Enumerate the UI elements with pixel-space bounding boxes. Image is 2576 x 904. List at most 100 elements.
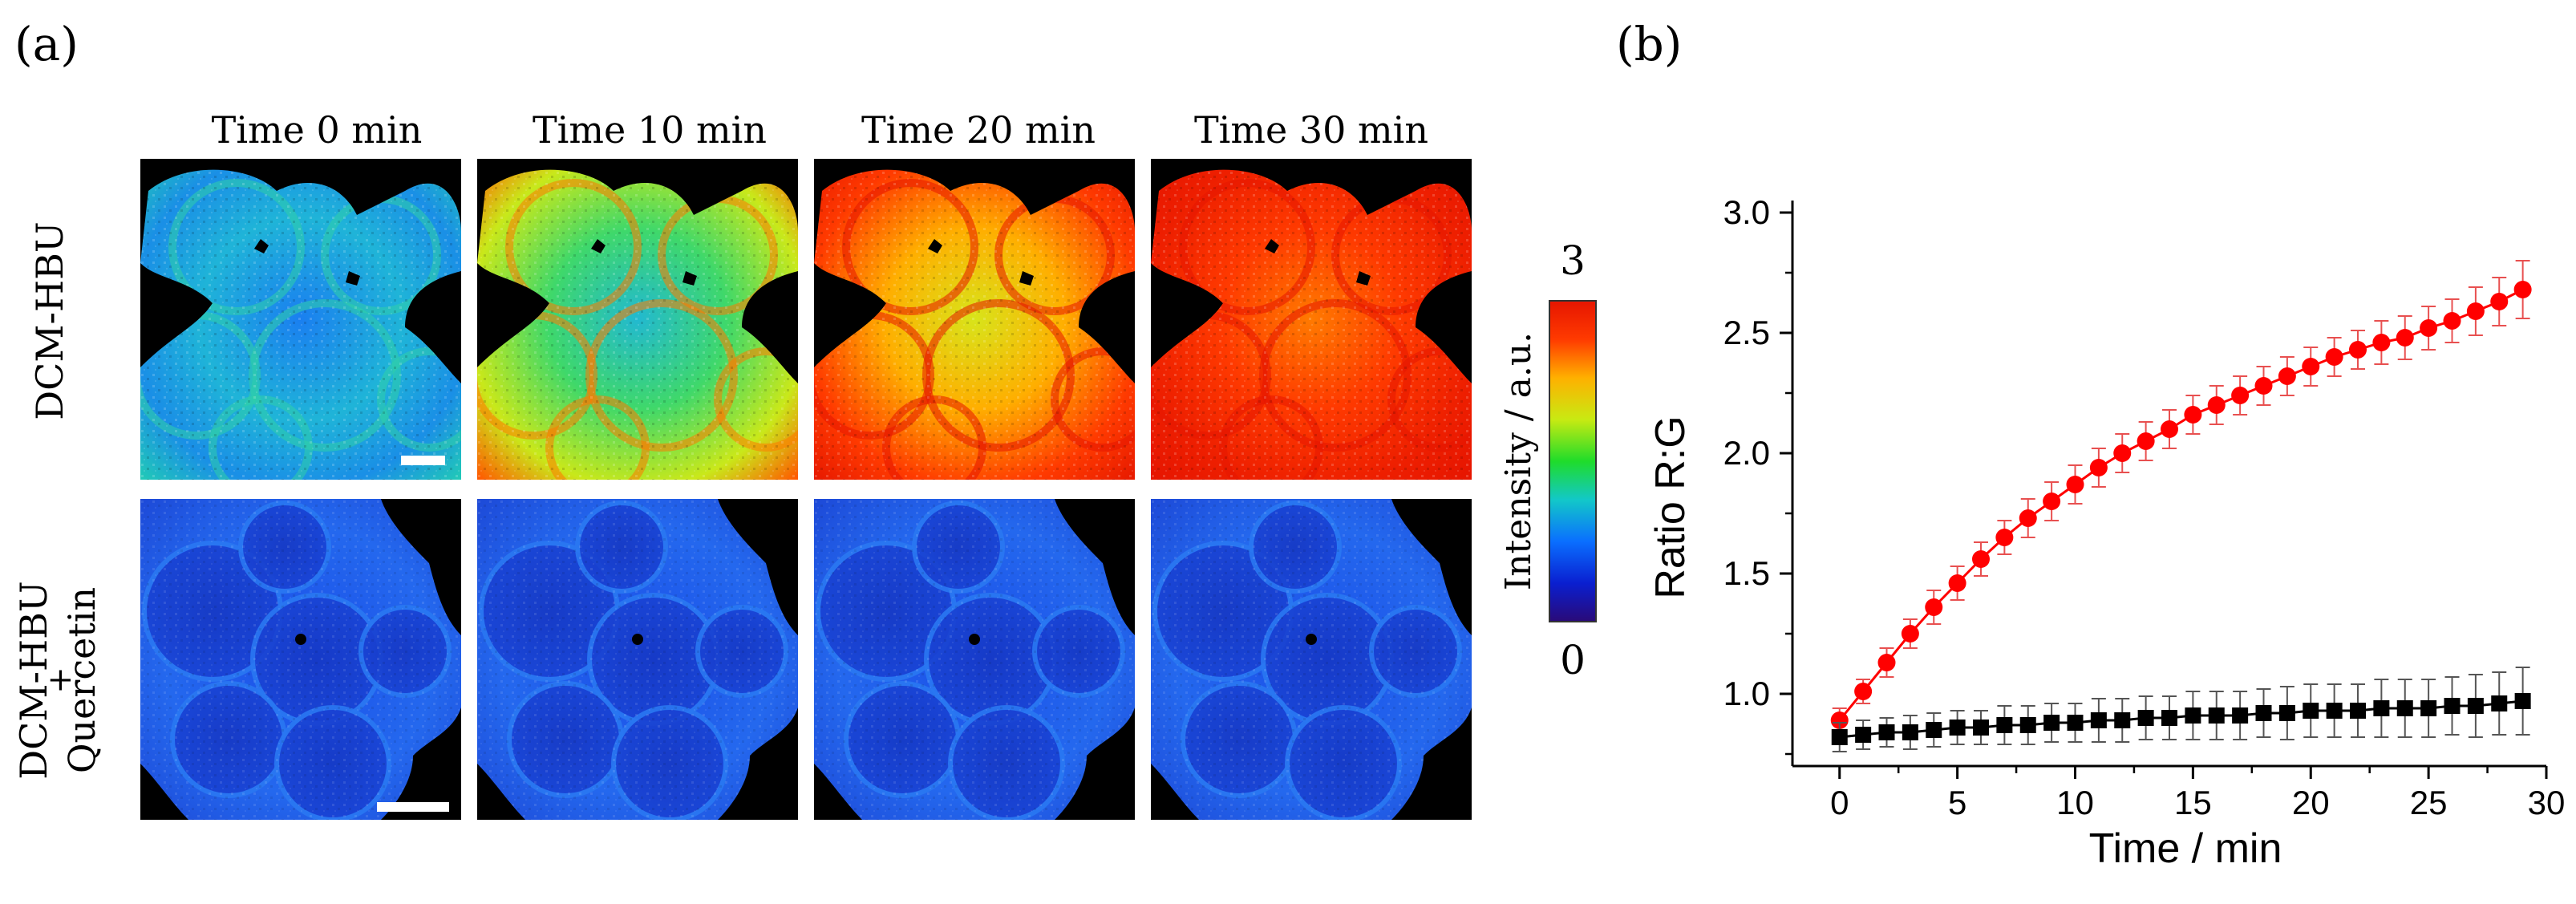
data-point — [2043, 715, 2060, 731]
data-point — [2090, 712, 2107, 728]
data-point — [2513, 281, 2532, 298]
scale-bar — [377, 802, 449, 812]
data-point — [2326, 703, 2343, 719]
image-tile-dcm-hbu-0 — [140, 159, 461, 480]
microscopy-grid — [140, 159, 1472, 820]
data-point — [2207, 396, 2226, 414]
data-point — [2067, 715, 2084, 731]
row-label-dcm-hbu-quercetin-line1: DCM-HBU — [12, 581, 55, 779]
x-tick-label: 15 — [2174, 784, 2212, 821]
y-axis-label: Ratio R:G — [1647, 416, 1694, 598]
time-label-0: Time 0 min — [212, 108, 423, 152]
image-tile-quercetin-1 — [477, 499, 798, 820]
data-point — [2066, 476, 2084, 493]
scale-bar — [401, 456, 445, 465]
ratio-chart: 0 5 10 15 20 25 30 1.0 1.5 2.0 2.5 3.0 Time / min Rat… — [1647, 193, 2565, 872]
image-tile-dcm-hbu-1 — [477, 159, 798, 480]
data-point — [2514, 693, 2531, 709]
data-point — [2043, 493, 2061, 510]
data-point — [2420, 319, 2438, 337]
data-point — [2255, 705, 2272, 721]
data-point — [1855, 727, 1872, 743]
series-square — [1831, 667, 2531, 752]
image-tile-dcm-hbu-2 — [814, 159, 1135, 480]
data-point — [2019, 717, 2036, 733]
y-tick-label: 1.0 — [1723, 675, 1770, 712]
data-point — [2491, 695, 2508, 711]
x-tick-label: 25 — [2410, 784, 2448, 821]
x-tick-label: 5 — [1948, 784, 1966, 821]
data-point — [1902, 724, 1918, 740]
data-point — [2137, 710, 2154, 726]
data-point — [2254, 377, 2273, 395]
time-label-10: Time 10 min — [533, 108, 767, 152]
data-point — [2137, 432, 2155, 450]
data-point — [1925, 598, 1943, 616]
data-point — [2185, 707, 2201, 724]
data-point — [1973, 720, 1989, 736]
data-point — [2467, 698, 2484, 714]
data-point — [2161, 710, 2177, 726]
data-point — [2490, 293, 2509, 310]
data-point — [2114, 712, 2131, 728]
y-tick-label: 2.0 — [1723, 434, 1770, 472]
row-label-plus: + — [42, 667, 79, 694]
data-point — [2278, 705, 2295, 721]
panel-b-label: (b) — [1616, 17, 1682, 71]
x-tick-label: 0 — [1830, 784, 1849, 821]
image-tile-quercetin-2 — [814, 499, 1135, 820]
data-point — [1949, 720, 1966, 736]
data-point — [2302, 358, 2320, 375]
x-axis-label: Time / min — [2089, 825, 2282, 872]
colorbar-axis-label: Intensity / a.u. — [1498, 332, 1539, 590]
panel-a-label: (a) — [14, 17, 79, 71]
data-point — [2420, 700, 2437, 716]
series-line — [1838, 288, 2524, 721]
data-point — [2373, 700, 2390, 716]
data-point — [2184, 406, 2202, 424]
data-point — [1878, 724, 1895, 740]
colorbar: 3 0 Intensity / a.u. — [1498, 237, 1597, 683]
data-point — [2372, 334, 2391, 351]
series-circle — [1830, 260, 2532, 733]
data-point — [2303, 703, 2319, 719]
y-tick-label: 1.5 — [1723, 554, 1770, 592]
data-point — [1901, 625, 1919, 643]
data-point — [2089, 459, 2108, 476]
image-tile-dcm-hbu-3 — [1151, 159, 1472, 480]
data-point — [2466, 302, 2485, 320]
image-tile-quercetin-0 — [140, 499, 461, 820]
x-tick-label: 20 — [2292, 784, 2330, 821]
data-point — [1877, 654, 1896, 671]
time-label-20: Time 20 min — [861, 108, 1096, 152]
data-point — [2232, 707, 2249, 724]
data-point — [2208, 707, 2225, 724]
data-point — [1996, 717, 2013, 733]
data-point — [1926, 722, 1942, 738]
data-point — [2278, 367, 2296, 385]
data-point — [2019, 509, 2037, 527]
data-point — [2349, 341, 2367, 359]
data-point — [1830, 711, 1849, 729]
data-point — [2444, 698, 2461, 714]
colorbar-max-label: 3 — [1560, 237, 1586, 284]
data-point — [1854, 683, 1873, 700]
x-tick-label: 30 — [2528, 784, 2566, 821]
data-point — [2113, 444, 2132, 462]
data-point — [2325, 348, 2343, 366]
data-point — [2443, 312, 2461, 330]
x-tick-label: 10 — [2056, 784, 2094, 821]
series-line — [1839, 699, 2523, 739]
time-label-30: Time 30 min — [1194, 108, 1428, 152]
row-label-dcm-hbu: DCM-HBU — [28, 221, 71, 420]
data-point — [1831, 729, 1848, 745]
row-label-quercetin: Quercetin — [60, 587, 103, 773]
y-tick-label: 3.0 — [1723, 193, 1770, 231]
data-point — [1948, 574, 1966, 592]
data-point — [2161, 420, 2178, 438]
colorbar-gradient — [1549, 300, 1597, 622]
data-point — [1972, 550, 1990, 568]
colorbar-min-label: 0 — [1560, 637, 1586, 683]
data-point — [2396, 700, 2413, 716]
